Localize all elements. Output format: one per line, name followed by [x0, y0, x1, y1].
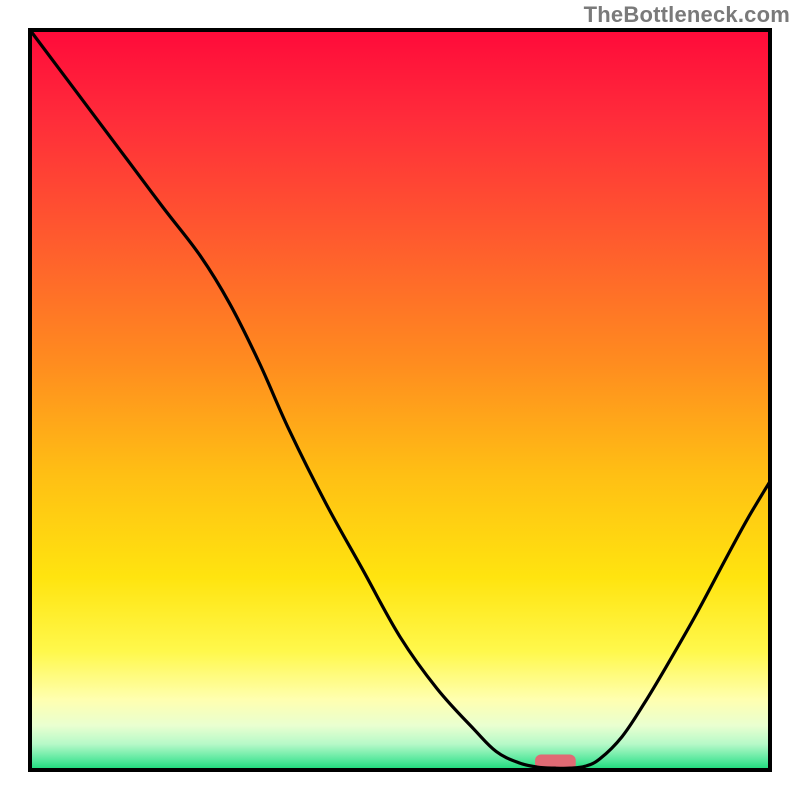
plot-background: [30, 30, 770, 770]
chart-svg: [0, 0, 800, 800]
watermark-text: TheBottleneck.com: [584, 2, 790, 28]
chart-container: TheBottleneck.com: [0, 0, 800, 800]
